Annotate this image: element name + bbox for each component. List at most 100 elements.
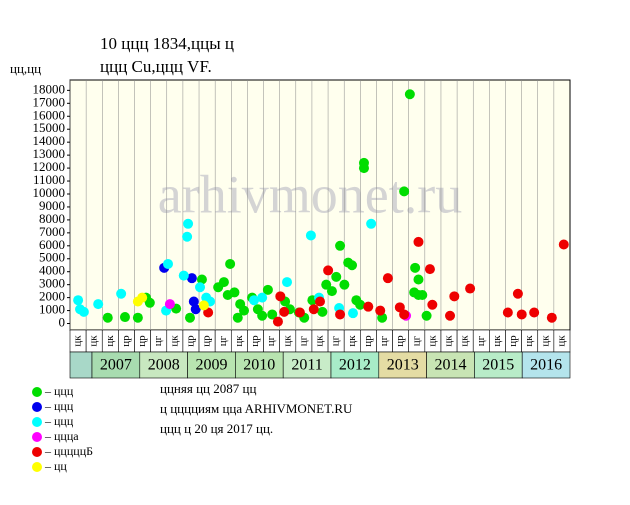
data-point [198, 300, 209, 311]
y-tick-label: 11000 [33, 172, 65, 187]
data-point [317, 306, 328, 317]
legend-marker [32, 447, 42, 457]
chart-subtitle: ццц Cu,ццц VF. [100, 57, 212, 76]
data-point [347, 308, 358, 319]
period-label: цк [104, 335, 116, 347]
period-label: цр [362, 335, 374, 347]
data-point [529, 307, 540, 318]
data-point [413, 274, 424, 285]
legend-marker [32, 387, 42, 397]
watermark: arhivmonet.ru [158, 164, 462, 224]
data-point [323, 265, 334, 276]
data-point [335, 240, 346, 251]
legend-label: – цц [44, 459, 67, 473]
year-cell [330, 351, 380, 379]
y-tick-label: 15000 [33, 120, 66, 135]
y-tick-label: 9000 [39, 198, 65, 213]
data-point [275, 291, 286, 302]
year-label: 2012 [339, 357, 371, 374]
data-point [188, 296, 199, 307]
data-point [308, 304, 319, 315]
data-point [183, 218, 194, 229]
data-point [413, 236, 424, 247]
y-tick-label: 13000 [33, 146, 66, 161]
data-point [445, 310, 456, 321]
period-label: цк [539, 335, 551, 347]
legend-label: – ццц [44, 384, 74, 398]
data-point [178, 270, 189, 281]
period-label: цр [184, 335, 196, 347]
period-label: цк [426, 335, 438, 347]
data-point [558, 239, 569, 250]
y-axis-label: цц,цц [10, 61, 41, 76]
data-point [102, 312, 113, 323]
data-point [196, 274, 207, 285]
data-point [267, 309, 278, 320]
y-tick-label: 3000 [39, 276, 65, 291]
period-label: цг [265, 335, 277, 346]
year-label: 2009 [195, 357, 227, 374]
data-point [190, 304, 201, 315]
data-point [186, 273, 197, 284]
data-point [366, 218, 377, 229]
data-point [358, 163, 369, 174]
period-label: цг [152, 335, 164, 346]
data-point [232, 312, 243, 323]
year-label: 2014 [434, 357, 466, 374]
period-label: цк [491, 335, 503, 347]
y-tick-label: 8000 [39, 211, 65, 226]
y-tick-label: 1000 [39, 302, 65, 317]
data-point [238, 305, 249, 316]
year-cell [378, 351, 427, 379]
data-point [272, 316, 283, 327]
period-label: цг [217, 335, 229, 346]
data-point [78, 306, 89, 317]
period-label: цк [168, 335, 180, 347]
data-point [347, 260, 358, 271]
data-point [410, 262, 421, 273]
data-point [427, 299, 438, 310]
period-label: цк [459, 335, 471, 347]
data-point [184, 312, 195, 323]
data-point [382, 273, 393, 284]
period-label: цр [507, 335, 519, 347]
data-point [512, 288, 523, 299]
period-label: цр [201, 335, 213, 347]
period-label: цк [233, 335, 245, 347]
year-label: 2011 [291, 357, 322, 374]
year-label: 2007 [100, 357, 132, 374]
data-point [73, 295, 84, 306]
data-point [257, 310, 268, 321]
year-cell [235, 351, 284, 379]
data-point [339, 279, 350, 290]
data-point [182, 231, 193, 242]
period-label: цр [120, 335, 132, 347]
legend-marker [32, 462, 42, 472]
year-cell [282, 351, 332, 379]
data-point [375, 305, 386, 316]
y-tick-label: 2000 [39, 289, 65, 304]
period-label: цр [394, 335, 406, 347]
legend-marker [32, 417, 42, 427]
year-cell [474, 351, 523, 379]
data-point [162, 258, 173, 269]
data-point [355, 299, 366, 310]
period-label: цк [88, 335, 100, 347]
period-label: цк [72, 335, 84, 347]
data-point [294, 307, 305, 318]
period-label: цг [410, 335, 422, 346]
data-point [417, 290, 428, 301]
legend-label: – ццц [44, 399, 74, 413]
period-label: цг [330, 335, 342, 346]
y-tick-label: 10000 [33, 185, 66, 200]
data-point [335, 309, 346, 320]
note: ц цццциям ццa ARHIVMONET.RU [160, 401, 353, 416]
legend-label: – ццц [44, 414, 74, 428]
legend-label: – ццца [44, 429, 79, 443]
data-point [516, 309, 527, 320]
data-point [363, 301, 374, 312]
y-tick-label: 14000 [33, 133, 66, 148]
data-point [132, 312, 143, 323]
